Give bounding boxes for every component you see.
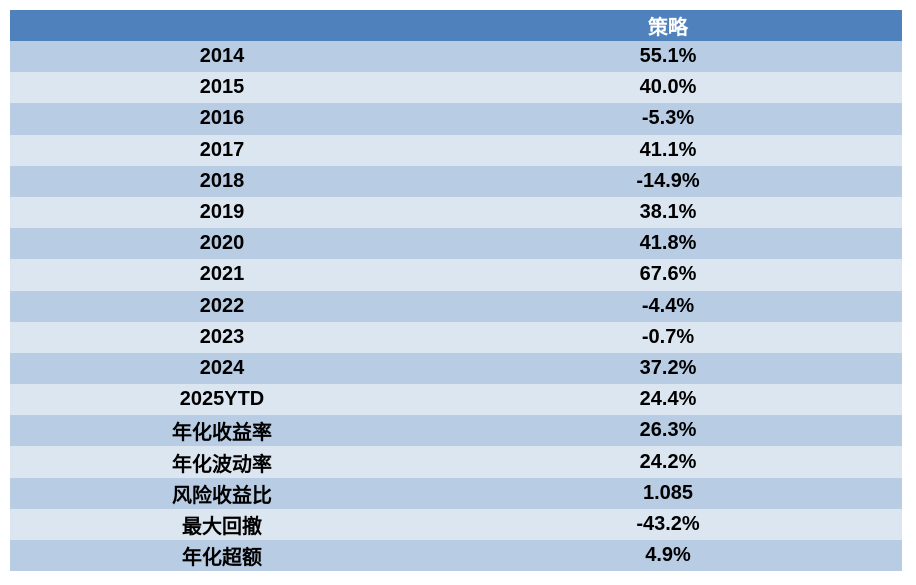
table-row: 2014 55.1% — [10, 41, 902, 73]
table-row: 2022 -4.4% — [10, 290, 902, 322]
row-label: 年化超额 — [182, 547, 262, 570]
row-value: -5.3% — [641, 107, 695, 130]
row-value: -14.9% — [636, 169, 700, 192]
table-row: 2018 -14.9% — [10, 165, 902, 197]
row-value: 40.0% — [639, 76, 697, 99]
row-label: 2016 — [199, 107, 245, 130]
table-row: 年化超额 4.9% — [10, 540, 902, 572]
row-label: 2015 — [199, 76, 245, 99]
table-row: 2019 38.1% — [10, 196, 902, 229]
performance-table: 策略 2014 55.1% 2015 40.0% 2016 -5.3% 2017… — [10, 10, 902, 572]
row-label: 2017 — [199, 138, 245, 161]
row-label: 年化收益率 — [172, 422, 272, 445]
row-value: 24.4% — [639, 388, 697, 411]
table-row: 风险收益比 1.085 — [10, 477, 902, 509]
row-value: 55.1% — [639, 45, 697, 68]
header-label-cell — [10, 10, 434, 41]
table-row: 2020 41.8% — [10, 228, 902, 260]
table-row: 最大回撤 -43.2% — [10, 508, 902, 540]
row-value: -4.4% — [641, 294, 695, 317]
row-value: 26.3% — [639, 419, 697, 442]
row-value: 38.1% — [639, 201, 697, 224]
row-label: 2019 — [199, 201, 245, 224]
row-label: 2018 — [199, 169, 245, 192]
row-value: 67.6% — [639, 263, 697, 286]
row-value: -0.7% — [641, 325, 695, 348]
table-row: 2023 -0.7% — [10, 321, 902, 353]
table-row: 2015 40.0% — [10, 72, 902, 104]
row-label: 2014 — [199, 45, 245, 68]
row-value: 1.085 — [642, 481, 694, 504]
table-row: 2024 37.2% — [10, 352, 902, 385]
header-strategy-cell: 策略 — [648, 17, 688, 39]
row-value: 41.1% — [639, 138, 697, 161]
table-row: 2017 41.1% — [10, 134, 902, 166]
row-label: 年化波动率 — [172, 453, 272, 476]
table-row: 2016 -5.3% — [10, 103, 902, 135]
row-value: -43.2% — [636, 512, 700, 535]
row-label: 2020 — [199, 232, 245, 255]
row-label: 2023 — [199, 325, 245, 348]
row-label: 风险收益比 — [172, 484, 272, 507]
table-header-row: 策略 — [10, 10, 902, 41]
row-label: 2022 — [199, 294, 245, 317]
row-value: 41.8% — [639, 232, 697, 255]
row-value: 37.2% — [639, 356, 697, 379]
table-row: 年化波动率 24.2% — [10, 446, 902, 478]
row-label: 2024 — [199, 356, 245, 379]
table-row: 2025YTD 24.4% — [10, 384, 902, 416]
table-row: 年化收益率 26.3% — [10, 415, 902, 447]
row-value: 24.2% — [639, 450, 697, 473]
row-label: 最大回撤 — [182, 515, 262, 538]
row-label: 2025YTD — [179, 388, 265, 411]
row-value: 4.9% — [645, 544, 691, 567]
table-row: 2021 67.6% — [10, 259, 902, 291]
row-label: 2021 — [199, 263, 245, 286]
